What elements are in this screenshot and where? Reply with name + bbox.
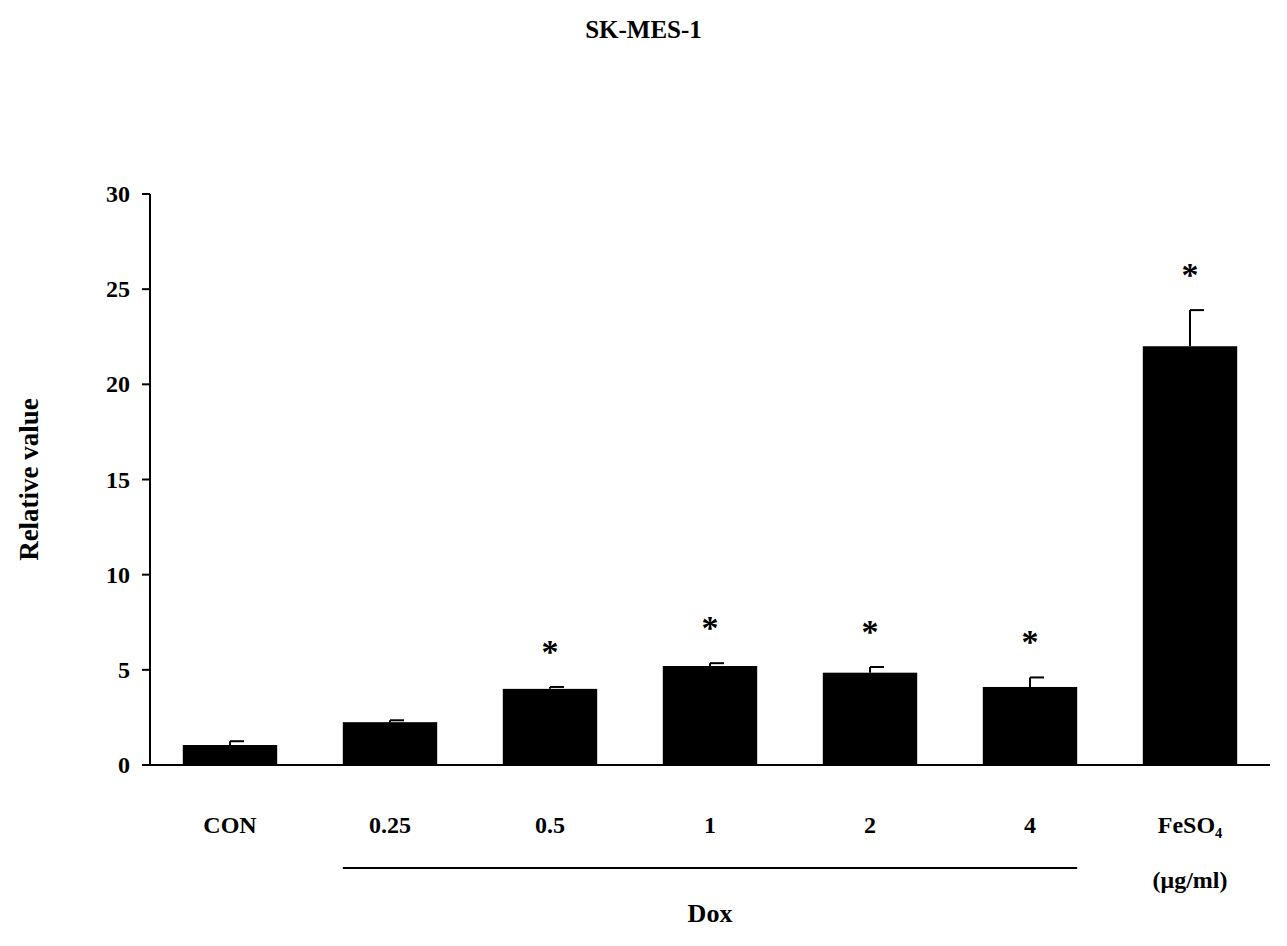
y-tick [142,193,150,195]
error-cap [1030,676,1044,678]
error-bar [230,741,244,745]
y-tick-label: 30 [106,181,130,207]
x-tick-label: 0.25 [369,812,411,838]
significance-marker: * [702,609,719,646]
error-bar [1190,310,1204,346]
bar [503,689,597,765]
x-tick-label: CON [203,812,257,838]
error-stem [1029,677,1031,687]
y-tick-label: 25 [106,276,130,302]
y-tick-label: 20 [106,371,130,397]
error-cap [870,666,884,668]
significance-marker: * [862,613,879,650]
chart-container: SK-MES-1 Relative value 0 5 10 15 20 25 30 * * * * * C… [0,0,1287,946]
error-bar [550,687,564,689]
error-cap [230,740,244,742]
group-line [343,867,1077,869]
x-tick-label: 0.5 [535,812,565,838]
bar [823,673,917,765]
error-cap [390,719,404,721]
significance-marker: * [542,633,559,670]
y-tick-label: 5 [118,657,130,683]
error-stem [1189,310,1191,346]
error-cap [1190,309,1204,311]
bar [343,722,437,765]
y-tick-label: 10 [106,562,130,588]
y-tick [142,669,150,671]
x-tick-label: 4 [1024,812,1036,838]
bar [983,687,1077,765]
y-tick-label: 15 [106,467,130,493]
y-tick-label: 0 [118,752,130,778]
x-unit-label: (μg/ml) [1153,867,1228,893]
y-tick [142,383,150,385]
x-tick-label: FeSO₄ [1158,812,1223,838]
bar [183,745,277,765]
y-tick [142,479,150,481]
significance-marker: * [1022,623,1039,660]
y-tick [142,288,150,290]
x-tick-label: 2 [864,812,876,838]
bar [1143,346,1237,765]
bar [663,666,757,765]
error-bar [390,720,404,722]
y-tick [142,764,150,766]
y-tick [142,574,150,576]
title: SK-MES-1 [585,16,702,43]
significance-marker: * [1182,256,1199,293]
error-bar [710,663,724,666]
y-axis-label: Relative value [14,398,44,561]
error-bar [1030,677,1044,687]
error-cap [710,662,724,664]
error-bar [870,667,884,673]
chart-svg: SK-MES-1 Relative value 0 5 10 15 20 25 30 * * * * * C… [0,0,1287,946]
x-tick-label: 1 [704,812,716,838]
error-cap [550,686,564,688]
bars [183,310,1237,765]
x-axis-label: Dox [688,899,733,928]
